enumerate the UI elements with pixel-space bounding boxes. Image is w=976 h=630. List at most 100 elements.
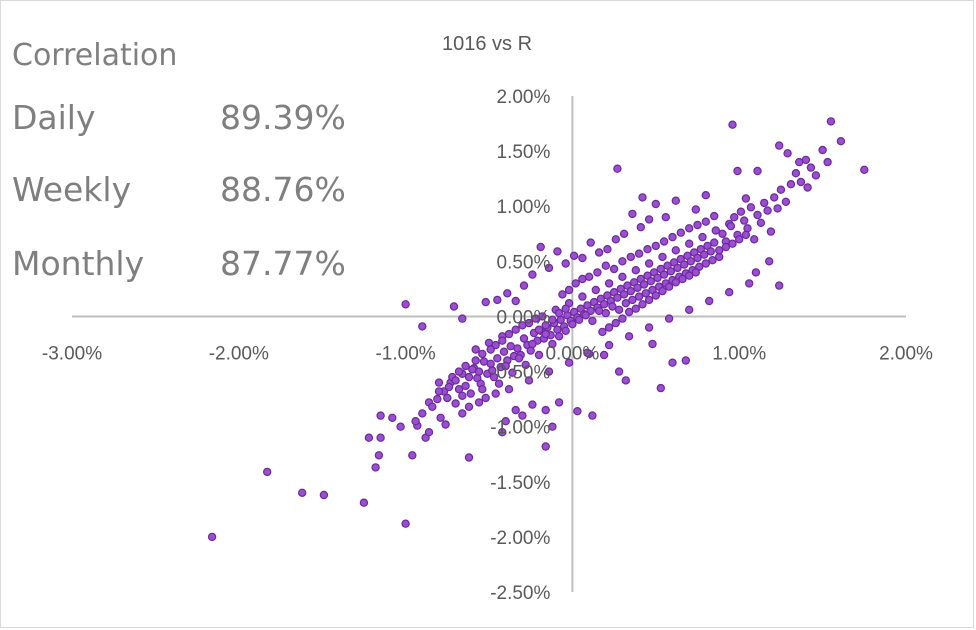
- data-point: [503, 289, 512, 298]
- chart-title: 1016 vs R: [442, 33, 532, 55]
- data-point: [481, 297, 490, 307]
- data-point: [584, 272, 594, 281]
- data-point: [528, 270, 537, 279]
- data-point: [568, 320, 577, 329]
- data-point: [711, 226, 721, 235]
- data-point: [628, 209, 637, 219]
- data-point: [659, 270, 669, 279]
- data-point: [478, 349, 487, 359]
- data-point: [680, 260, 689, 269]
- data-point: [444, 382, 454, 392]
- data-point: [614, 305, 624, 314]
- data-point: [693, 253, 702, 263]
- data-point: [458, 391, 467, 400]
- y-tick-label: 0.00%: [497, 307, 551, 328]
- data-point: [207, 532, 217, 542]
- data-point: [528, 400, 537, 409]
- data-point: [653, 273, 662, 283]
- data-point: [776, 185, 786, 194]
- data-point: [823, 157, 832, 167]
- data-point: [534, 325, 544, 334]
- data-point: [693, 220, 702, 230]
- data-point: [860, 165, 869, 174]
- data-point: [388, 413, 397, 422]
- data-point: [775, 141, 784, 150]
- x-tick-label: -1.00%: [375, 343, 435, 364]
- data-point: [359, 498, 369, 507]
- data-point: [553, 247, 562, 256]
- data-point: [319, 490, 329, 500]
- data-point: [639, 280, 649, 289]
- data-point: [601, 261, 611, 270]
- data-point: [614, 367, 624, 376]
- data-point: [644, 323, 654, 332]
- data-point: [561, 304, 570, 313]
- data-point: [651, 241, 661, 251]
- data-point: [454, 385, 464, 394]
- data-point: [745, 279, 754, 288]
- data-point: [668, 358, 677, 367]
- data-point: [775, 281, 784, 290]
- data-point: [514, 354, 524, 363]
- data-point: [651, 199, 661, 209]
- data-point: [613, 164, 622, 173]
- data-point: [753, 210, 762, 220]
- data-point: [783, 149, 792, 158]
- x-tick-label: -3.00%: [42, 343, 102, 364]
- data-point: [599, 300, 609, 309]
- data-point: [464, 453, 474, 462]
- data-point: [826, 117, 836, 126]
- data-point: [770, 193, 779, 202]
- data-point: [836, 136, 846, 146]
- data-point: [443, 393, 452, 403]
- data-point: [519, 334, 529, 343]
- data-point: [558, 290, 567, 299]
- data-point: [756, 218, 766, 227]
- data-point: [458, 409, 467, 418]
- data-point: [636, 222, 646, 232]
- data-point: [478, 385, 487, 394]
- data-point: [664, 282, 674, 291]
- data-point: [518, 411, 527, 420]
- data-point: [633, 283, 642, 292]
- data-point: [658, 286, 667, 296]
- y-tick-label: 0.50%: [497, 252, 551, 273]
- data-point: [458, 314, 467, 323]
- data-point: [795, 157, 804, 167]
- data-point: [765, 257, 774, 266]
- data-point: [531, 314, 540, 323]
- data-point: [494, 379, 504, 388]
- data-point: [524, 376, 534, 385]
- data-point: [571, 279, 580, 288]
- data-point: [741, 194, 751, 203]
- data-point: [471, 356, 480, 365]
- data-point: [618, 257, 627, 266]
- data-point: [733, 166, 742, 176]
- data-point: [728, 120, 737, 129]
- data-point: [631, 304, 641, 313]
- data-point: [644, 259, 654, 268]
- data-point: [619, 290, 629, 299]
- y-tick-label: -1.50%: [490, 473, 550, 494]
- correlation-heading: Correlation: [12, 38, 178, 73]
- data-point: [541, 329, 550, 339]
- data-point: [581, 311, 590, 320]
- data-point: [611, 235, 621, 244]
- data-point: [519, 281, 529, 290]
- data-point: [746, 203, 756, 212]
- data-point: [806, 163, 816, 172]
- data-point: [574, 315, 584, 324]
- data-point: [659, 237, 669, 246]
- data-point: [673, 263, 682, 273]
- data-point: [441, 420, 450, 429]
- data-point: [753, 166, 762, 176]
- data-point: [601, 308, 611, 318]
- axes: [72, 96, 906, 592]
- data-point: [656, 383, 666, 393]
- data-point: [773, 204, 782, 213]
- y-tick-label: -1.00%: [490, 418, 550, 439]
- data-point: [418, 322, 427, 331]
- data-point: [781, 197, 791, 206]
- data-point: [488, 366, 497, 375]
- data-point: [451, 376, 460, 385]
